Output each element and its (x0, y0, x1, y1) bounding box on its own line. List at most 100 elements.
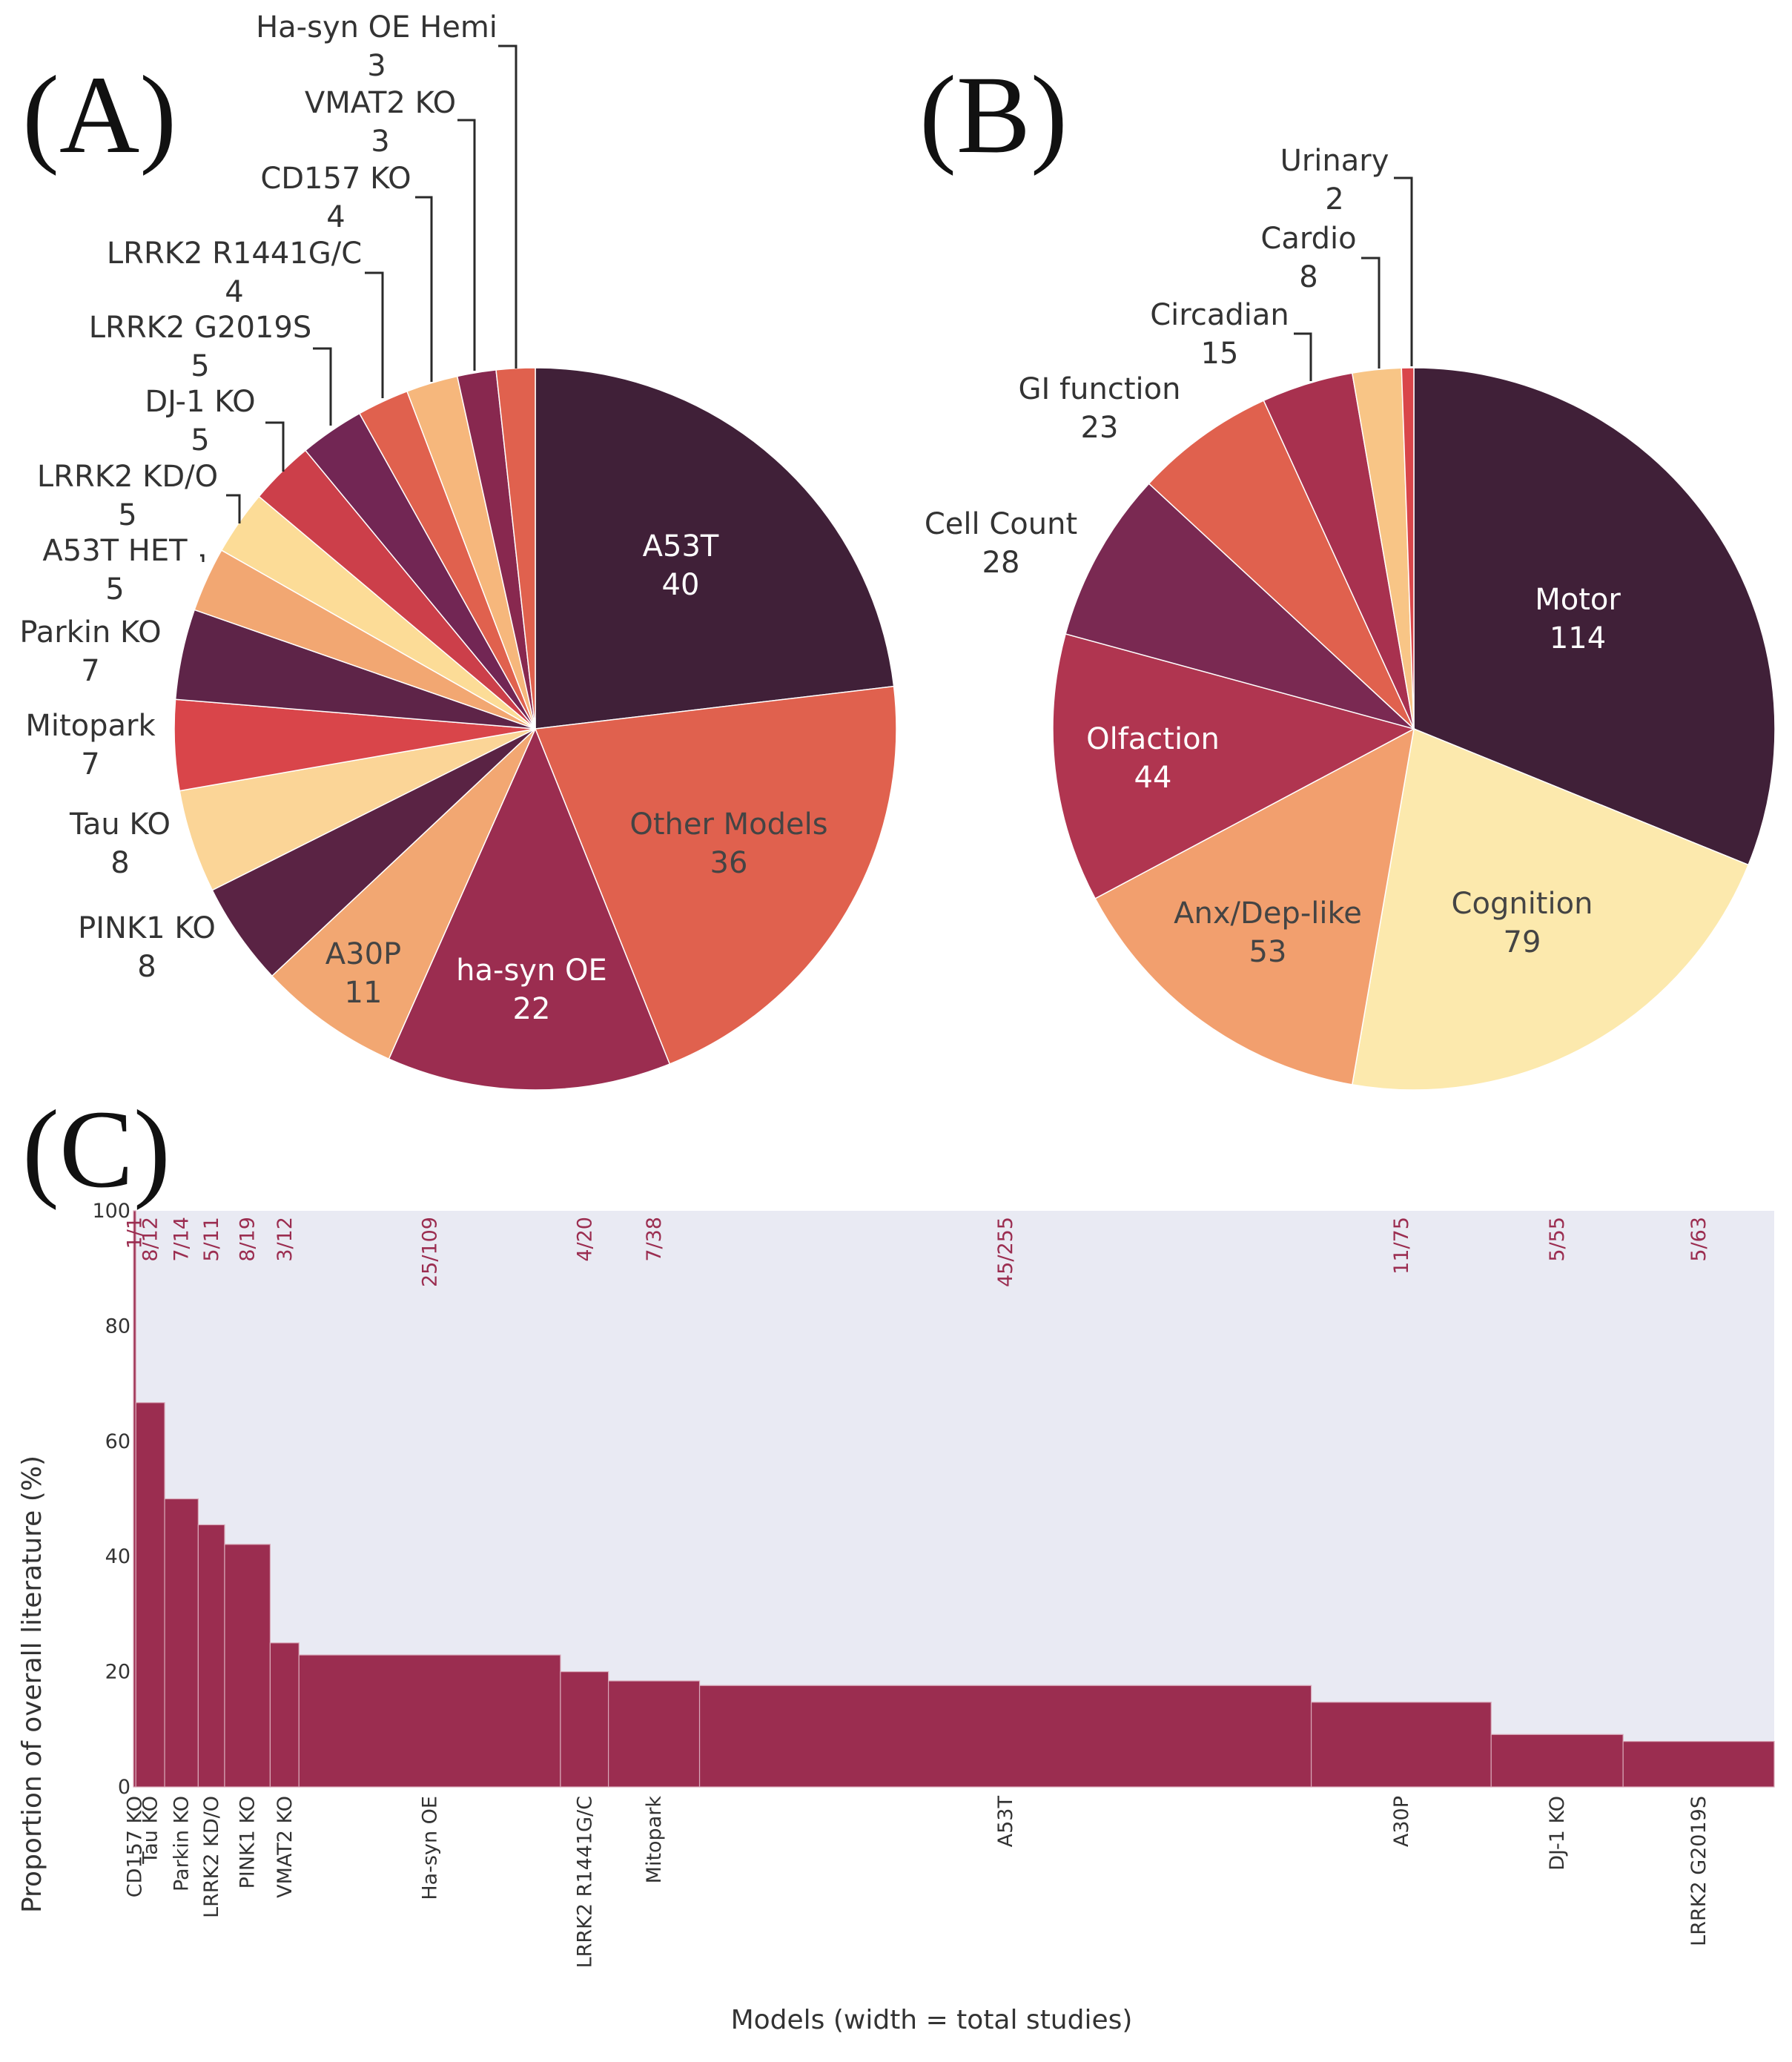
pie-b-value-motor: 114 (1550, 621, 1606, 655)
pie-b-value-gi-function: 23 (1081, 411, 1119, 445)
y-tick-60: 60 (105, 1430, 130, 1453)
fraction-label-mitopark: 7/38 (643, 1217, 666, 1262)
pie-a-value-tau-ko: 8 (110, 846, 129, 880)
pie-a-value-vmat2-ko: 3 (371, 125, 389, 159)
fraction-label-lrrk2-r1441g-c: 4/20 (573, 1217, 596, 1262)
x-tick-ha-syn-oe: Ha-syn OE (419, 1796, 442, 1900)
bar-parkin-ko (164, 1498, 199, 1788)
pie-a-label-other-models: Other Models (629, 807, 827, 842)
bar-ha-syn-oe (298, 1654, 561, 1788)
pie-a-label-dj-1-ko: DJ-1 KO (145, 385, 255, 419)
x-tick-a53t: A53T (994, 1796, 1017, 1848)
pie-b-value-cardio: 8 (1299, 260, 1317, 294)
pie-a-label-a30p: A30P (325, 937, 401, 971)
pie-a-value-parkin-ko: 7 (81, 654, 99, 688)
pie-b-slice-cell-count (1065, 483, 1415, 730)
x-tick-lrrk2-kd-o: LRRK2 KD/O (200, 1796, 223, 1918)
pie-b-leader-cardio (1361, 257, 1381, 369)
panel-label-c: (C) (22, 1088, 171, 1211)
pie-a-label-ha-syn-oe: ha-syn OE (456, 954, 607, 988)
pie-a-label-parkin-ko: Parkin KO (19, 615, 161, 650)
pie-a-slice-other-models (534, 685, 897, 1065)
bar-tau-ko (135, 1402, 165, 1788)
pie-a-leader-dj-1-ko (265, 421, 285, 472)
fraction-label-a53t: 45/255 (994, 1217, 1017, 1287)
pie-a-label-a53t: A53T (643, 529, 719, 564)
pie-a-leader-cd157-ko (415, 196, 433, 382)
pie-a-slice-ha-syn-oe (388, 727, 671, 1091)
y-tick-0: 0 (118, 1776, 130, 1799)
pie-b-label-cell-count: Cell Count (925, 507, 1077, 541)
pie-a-label-mitopark: Mitopark (25, 709, 156, 743)
panel-label-a: (A) (22, 53, 176, 176)
x-tick-mitopark: Mitopark (643, 1796, 666, 1884)
y-tick-100: 100 (92, 1200, 130, 1223)
fraction-label-parkin-ko: 7/14 (171, 1217, 194, 1262)
pie-b-label-gi-function: GI function (1019, 372, 1181, 406)
y-tick-40: 40 (105, 1545, 130, 1568)
pie-b-label-cognition: Cognition (1452, 887, 1593, 921)
pie-a-label-pink1-ko: PINK1 KO (78, 911, 216, 945)
pie-a-leader-lrrk2-g2019s (313, 347, 332, 426)
x-tick-vmat2-ko: VMAT2 KO (274, 1796, 297, 1898)
pie-a-label-lrrk2-r1441g-c: LRRK2 R1441G/C (107, 237, 362, 271)
fraction-label-lrrk2-g2019s: 5/63 (1687, 1217, 1710, 1262)
fraction-label-pink1-ko: 8/19 (237, 1217, 259, 1262)
pie-a-value-pink1-ko: 8 (137, 950, 156, 984)
pie-b-slice-motor (1413, 367, 1776, 866)
pie-chart-outcomes: Motor 114 Cognition 79 Anx/Dep-like 53 Olfacti… (925, 144, 1776, 1091)
x-tick-a30p: A30P (1390, 1796, 1413, 1847)
pie-a-value-ha-syn-oe: 22 (513, 992, 551, 1026)
pie-a-label-lrrk2-g2019s: LRRK2 G2019S (89, 311, 311, 345)
bar-lrrk2-r1441g-c (560, 1671, 609, 1788)
pie-a-leader-lrrk2-r1441g-c (365, 271, 384, 398)
pie-a-label-a53t-het: A53T HET (42, 534, 188, 568)
x-tick-dj-1-ko: DJ-1 KO (1546, 1796, 1569, 1871)
pie-a-label-vmat2-ko: VMAT2 KO (305, 86, 456, 120)
pie-b-label-motor: Motor (1535, 583, 1621, 617)
pie-a-value-lrrk2-r1441g-c: 4 (225, 275, 243, 309)
pie-a-label-tau-ko: Tau KO (69, 807, 171, 842)
pie-a-value-a53t-het: 5 (105, 572, 124, 607)
pie-a-value-cd157-ko: 4 (326, 200, 345, 234)
pie-a-value-lrrk2-kd-o: 5 (118, 498, 136, 532)
fraction-label-dj-1-ko: 5/55 (1546, 1217, 1569, 1262)
pie-b-label-circadian: Circadian (1150, 298, 1289, 332)
pie-b-slice-gi-function (1148, 400, 1415, 730)
pie-a-value-lrrk2-g2019s: 5 (191, 349, 209, 383)
pie-b-label-olfaction: Olfaction (1086, 722, 1220, 756)
fraction-label-cd157-ko: 1/1 (124, 1217, 147, 1249)
pie-a-value-ha-syn-oe-hemi: 3 (367, 49, 386, 83)
pie-chart-models: A53T 40 Other Models 36 ha-syn OE 22 A30P 11 PIN… (19, 10, 897, 1091)
pie-b-label-urinary: Urinary (1280, 144, 1389, 178)
x-tick-cd157-ko: CD157 KO (124, 1796, 147, 1897)
bar-lrrk2-kd-o (197, 1524, 225, 1788)
panel-label-b: (B) (919, 53, 1068, 176)
pie-b-slice-cognition (1351, 727, 1750, 1091)
x-tick-parkin-ko: Parkin KO (171, 1796, 194, 1891)
fraction-label-tau-ko: 8/12 (139, 1217, 162, 1262)
pie-b-label-anx-dep-like: Anx/Dep-like (1174, 896, 1362, 931)
pie-a-leader-lrrk2-kd-o (226, 494, 241, 523)
fraction-label-ha-syn-oe: 25/109 (419, 1217, 442, 1287)
x-tick-tau-ko: Tau KO (139, 1796, 162, 1865)
pie-b-value-urinary: 2 (1325, 182, 1343, 217)
pie-b-slice-olfaction (1052, 633, 1416, 899)
pie-a-leader-ha-syn-oe-hemi (498, 44, 518, 369)
pie-a-value-mitopark: 7 (81, 747, 99, 781)
x-tick-lrrk2-r1441g-c: LRRK2 R1441G/C (573, 1796, 596, 1968)
pie-a-slice-a53t (535, 367, 895, 730)
bar-vmat2-ko (269, 1642, 300, 1788)
pie-a-value-other-models: 36 (710, 846, 748, 880)
pie-b-value-olfaction: 44 (1134, 761, 1172, 795)
fraction-label-vmat2-ko: 3/12 (274, 1217, 297, 1262)
pie-a-leader-vmat2-ko (457, 119, 476, 371)
bar-pink1-ko (224, 1544, 271, 1788)
bar-mitopark (608, 1680, 701, 1788)
pie-b-value-circadian: 15 (1201, 337, 1239, 371)
pie-a-label-cd157-ko: CD157 KO (260, 162, 411, 196)
pie-a-value-dj-1-ko: 5 (191, 423, 209, 457)
fraction-label-lrrk2-kd-o: 5/11 (200, 1217, 223, 1262)
